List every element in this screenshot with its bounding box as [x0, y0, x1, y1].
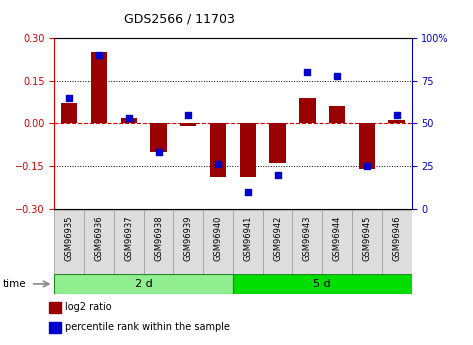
Bar	[359, 123, 375, 169]
Bar	[292, 210, 322, 274]
Bar	[180, 123, 196, 126]
Bar	[233, 274, 412, 294]
Point	[125, 116, 132, 121]
Text: log2 ratio: log2 ratio	[65, 302, 112, 312]
Bar	[233, 210, 263, 274]
Text: 5 d: 5 d	[314, 279, 331, 289]
Bar	[322, 210, 352, 274]
Point	[363, 163, 371, 169]
Bar	[174, 210, 203, 274]
Bar	[299, 98, 315, 123]
Bar	[240, 123, 256, 177]
Text: GSM96944: GSM96944	[333, 216, 342, 261]
Bar	[270, 123, 286, 163]
Bar	[263, 210, 292, 274]
Bar	[382, 210, 412, 274]
Text: GSM96941: GSM96941	[243, 216, 252, 261]
Point	[274, 172, 281, 177]
Bar	[49, 302, 61, 313]
Bar	[54, 210, 84, 274]
Point	[333, 73, 341, 78]
Text: GSM96936: GSM96936	[95, 216, 104, 261]
Text: GSM96937: GSM96937	[124, 216, 133, 261]
Bar	[388, 120, 405, 123]
Point	[244, 189, 252, 194]
Text: percentile rank within the sample: percentile rank within the sample	[65, 322, 230, 332]
Bar	[84, 210, 114, 274]
Point	[184, 112, 192, 118]
Bar	[210, 123, 226, 177]
Point	[65, 95, 73, 100]
Bar	[150, 123, 167, 152]
Point	[95, 52, 103, 58]
Bar	[144, 210, 174, 274]
Point	[304, 69, 311, 75]
Text: GDS2566 / 11703: GDS2566 / 11703	[124, 12, 235, 25]
Bar	[49, 322, 61, 333]
Text: GSM96945: GSM96945	[362, 216, 371, 261]
Text: GSM96935: GSM96935	[65, 216, 74, 261]
Bar	[54, 274, 233, 294]
Text: GSM96942: GSM96942	[273, 216, 282, 261]
Bar	[352, 210, 382, 274]
Point	[214, 161, 222, 167]
Text: time: time	[2, 279, 26, 289]
Bar	[329, 106, 345, 123]
Text: 2 d: 2 d	[135, 279, 153, 289]
Text: GSM96939: GSM96939	[184, 216, 193, 261]
Bar	[91, 52, 107, 123]
Bar	[114, 210, 144, 274]
Text: GSM96943: GSM96943	[303, 216, 312, 261]
Text: GSM96946: GSM96946	[392, 216, 401, 261]
Text: GSM96940: GSM96940	[214, 216, 223, 261]
Bar	[203, 210, 233, 274]
Point	[155, 150, 162, 155]
Point	[393, 112, 401, 118]
Text: GSM96938: GSM96938	[154, 216, 163, 261]
Bar	[121, 118, 137, 123]
Bar	[61, 104, 78, 123]
